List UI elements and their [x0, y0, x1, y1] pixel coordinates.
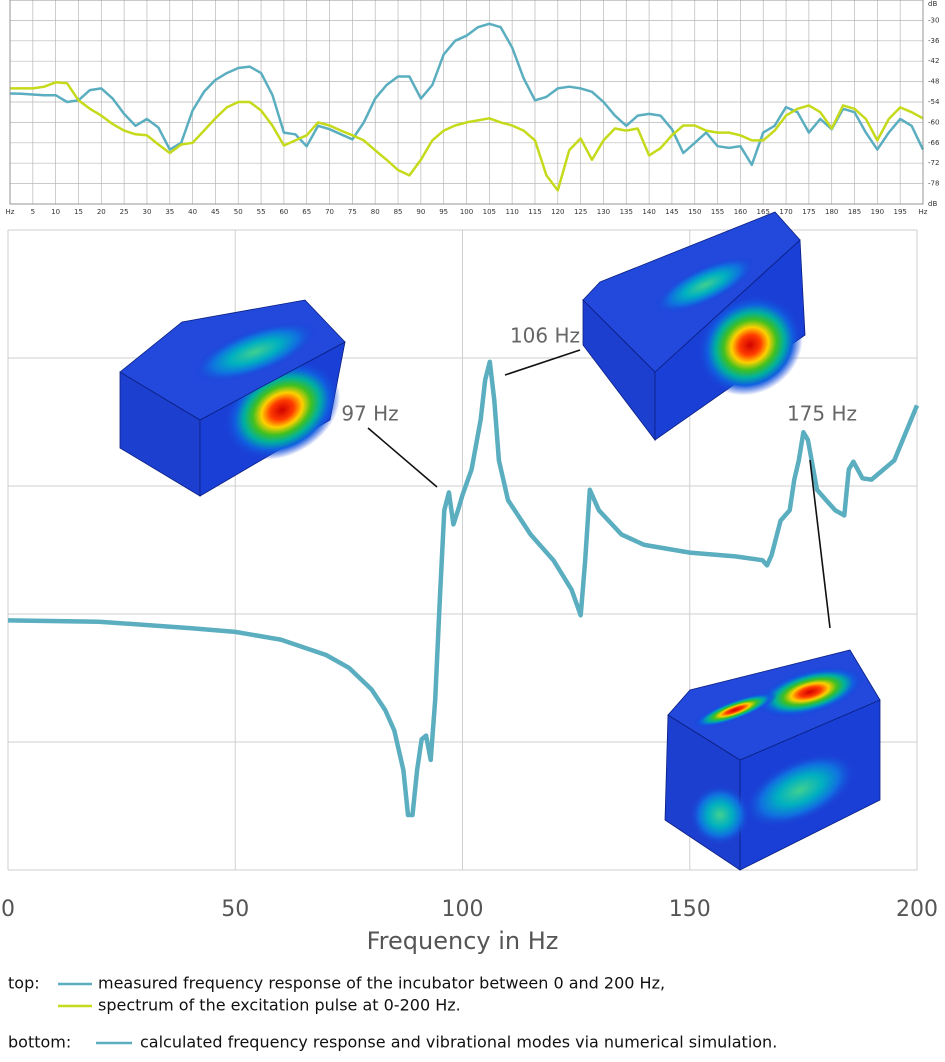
x-tick-label: 10 — [51, 208, 60, 216]
legend-label: measured frequency response of the incub… — [98, 974, 665, 993]
x-tick-label: 5 — [31, 208, 35, 216]
mode-175 — [664, 649, 881, 871]
mode-shapes — [119, 211, 881, 871]
annotation: 175 Hz — [787, 402, 857, 426]
x-axis-label: Frequency in Hz — [367, 927, 559, 955]
legend-label: spectrum of the excitation pulse at 0-20… — [98, 996, 461, 1015]
x-tick-label: 15 — [74, 208, 83, 216]
x-tick-label: 50 — [234, 208, 243, 216]
legend-label: calculated frequency response and vibrat… — [140, 1033, 777, 1052]
x-tick-label: 100 — [442, 897, 484, 922]
y-tick-label: -78 — [928, 180, 939, 188]
x-tick-label: 180 — [825, 208, 838, 216]
caption-bottom-label: bottom: — [8, 1033, 71, 1052]
x-tick-label: 0 — [1, 897, 15, 922]
y-tick-label: -72 — [928, 159, 939, 167]
x-tick-label: 20 — [97, 208, 106, 216]
x-tick-label: 100 — [460, 208, 473, 216]
x-tick-label: 70 — [325, 208, 334, 216]
x-tick-label: 150 — [688, 208, 701, 216]
x-tick-label: Hz — [919, 208, 928, 216]
y-tick-label: -30 — [928, 16, 939, 24]
x-tick-label: 40 — [188, 208, 197, 216]
series-line — [7, 359, 920, 818]
x-tick-label: 155 — [711, 208, 724, 216]
y-tick-label: -66 — [928, 139, 940, 147]
x-tick-label: 160 — [734, 208, 747, 216]
x-tick-label: 85 — [394, 208, 403, 216]
x-tick-label: 110 — [505, 208, 518, 216]
y-tick-label: dB — [928, 200, 937, 208]
series-line — [9, 22, 925, 167]
x-tick-label: 120 — [551, 208, 564, 216]
x-tick-label: 200 — [896, 897, 938, 922]
x-tick-label: Hz — [6, 208, 15, 216]
mode-97 — [119, 299, 346, 497]
x-tick-label: 105 — [483, 208, 496, 216]
x-tick-label: 90 — [416, 208, 425, 216]
x-tick-label: 170 — [779, 208, 792, 216]
x-tick-label: 25 — [120, 208, 129, 216]
x-tick-label: 60 — [279, 208, 288, 216]
series-line — [10, 81, 924, 192]
annotation: 97 Hz — [341, 402, 398, 426]
x-tick-label: 95 — [439, 208, 448, 216]
annotation-leader — [809, 459, 831, 629]
y-tick-label: -48 — [928, 78, 939, 86]
x-tick-label: 175 — [802, 208, 815, 216]
x-tick-label: 55 — [257, 208, 266, 216]
x-tick-label: 125 — [574, 208, 587, 216]
x-tick-label: 50 — [221, 897, 249, 922]
y-tick-label: -60 — [928, 118, 939, 126]
x-tick-label: 65 — [302, 208, 311, 216]
annotation: 106 Hz — [510, 324, 580, 348]
y-tick-label: -54 — [928, 98, 940, 106]
x-tick-label: 45 — [211, 208, 220, 216]
x-tick-label: 190 — [871, 208, 884, 216]
x-tick-label: 140 — [642, 208, 655, 216]
y-tick-label: -36 — [928, 37, 940, 45]
x-tick-label: 185 — [848, 208, 861, 216]
x-tick-label: 30 — [142, 208, 151, 216]
x-tick-label: 150 — [669, 897, 711, 922]
x-tick-label: 75 — [348, 208, 357, 216]
x-tick-label: 145 — [665, 208, 678, 216]
x-tick-label: 80 — [371, 208, 380, 216]
caption-top-label: top: — [8, 974, 40, 993]
x-tick-label: 35 — [165, 208, 174, 216]
y-tick-label: dB — [928, 0, 937, 8]
mode-106 — [582, 211, 806, 442]
y-tick-label: -42 — [928, 57, 939, 65]
x-tick-label: 165 — [757, 208, 770, 216]
x-tick-label: 130 — [597, 208, 610, 216]
x-tick-label: 135 — [620, 208, 633, 216]
x-tick-label: 115 — [528, 208, 541, 216]
annotation-leader — [367, 427, 438, 488]
plot-frame — [9, 0, 924, 205]
x-tick-label: 195 — [893, 208, 906, 216]
annotation-leader — [504, 349, 581, 376]
